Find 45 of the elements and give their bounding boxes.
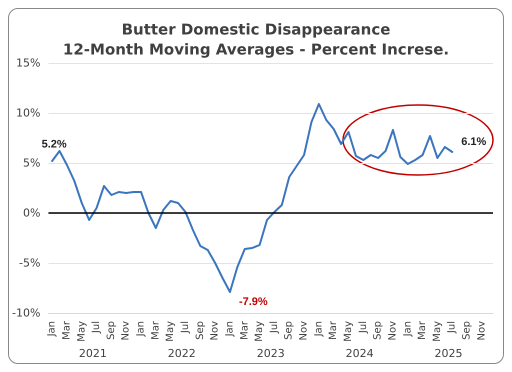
y-tick-label: -5% bbox=[18, 256, 40, 270]
x-tick-label: Jul bbox=[268, 321, 280, 334]
chart-title: Butter Domestic Disappearance 12-Month Moving Averages - Percent Increse. bbox=[62, 20, 450, 58]
x-tick-label: Mar bbox=[328, 320, 340, 340]
x-tick-label: May bbox=[432, 320, 443, 342]
x-tick-label: Mar bbox=[150, 320, 162, 340]
x-tick-label: Mar bbox=[417, 320, 428, 340]
data-label: 5.2% bbox=[42, 138, 67, 150]
x-tick-label: Mar bbox=[239, 320, 250, 340]
x-tick-label: Jan bbox=[313, 321, 324, 338]
x-tick-label: Nov bbox=[387, 320, 398, 341]
x-tick-label: May bbox=[165, 320, 176, 342]
data-label: 6.1% bbox=[461, 136, 487, 148]
x-tick-label: Jul bbox=[91, 321, 102, 334]
x-tick-label: Jan bbox=[224, 321, 236, 338]
text: 2021 bbox=[78, 347, 107, 360]
x-tick-label: Nov bbox=[476, 320, 488, 341]
x-tick-label: Jul bbox=[180, 321, 191, 334]
x-tick-label: Nov bbox=[210, 320, 221, 341]
x-tick-label: Sep bbox=[462, 321, 473, 340]
y-tick-label: 5% bbox=[22, 156, 40, 170]
x-tick-label: Nov bbox=[120, 320, 132, 341]
x-tick-label: Jan bbox=[402, 321, 414, 338]
x-tick-label: Jul bbox=[358, 321, 369, 334]
text: 2025 bbox=[434, 347, 463, 360]
data-label: -7.9% bbox=[238, 296, 268, 308]
y-tick-label: 15% bbox=[16, 56, 40, 70]
y-tick-label: -10% bbox=[12, 306, 40, 320]
x-tick-label: May bbox=[254, 320, 266, 342]
x-tick-label: Jul bbox=[446, 321, 458, 334]
text: 2022 bbox=[168, 347, 196, 360]
y-tick-label: 10% bbox=[16, 106, 40, 120]
x-tick-label: Jan bbox=[46, 321, 58, 338]
x-tick-label: Sep bbox=[284, 321, 295, 340]
text: 2023 bbox=[256, 347, 285, 360]
x-tick-label: Mar bbox=[61, 320, 72, 340]
x-tick-label: Sep bbox=[194, 321, 206, 340]
x-tick-label: Nov bbox=[298, 320, 310, 341]
x-tick-label: May bbox=[76, 320, 88, 342]
x-tick-label: Sep bbox=[106, 321, 117, 340]
text: 2024 bbox=[346, 347, 374, 360]
x-tick-label: Jan bbox=[136, 321, 147, 338]
y-tick-label: 0% bbox=[22, 206, 40, 220]
x-tick-label: May bbox=[343, 320, 354, 342]
x-tick-label: Sep bbox=[372, 321, 384, 340]
